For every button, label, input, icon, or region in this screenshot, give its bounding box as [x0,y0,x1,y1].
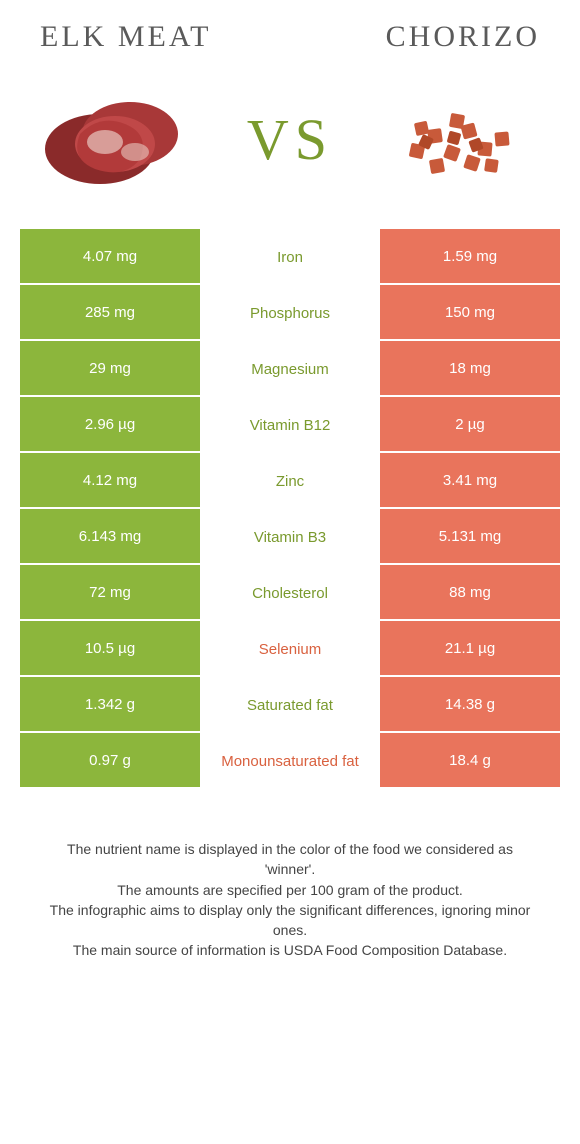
infographic-container: ELK MEAT CHORIZO VS [0,0,580,961]
right-value-cell: 21.1 µg [380,621,560,677]
right-value-cell: 2 µg [380,397,560,453]
left-value-cell: 2.96 µg [20,397,200,453]
left-food-title: ELK MEAT [40,20,211,54]
right-value-cell: 18.4 g [380,733,560,789]
chorizo-icon [370,74,550,204]
footer-line-3: The infographic aims to display only the… [40,900,540,941]
table-row: 4.12 mgZinc3.41 mg [20,453,560,509]
table-row: 29 mgMagnesium18 mg [20,341,560,397]
table-row: 0.97 gMonounsaturated fat18.4 g [20,733,560,789]
chorizo-image [370,74,550,204]
nutrient-label-cell: Vitamin B3 [200,509,380,565]
nutrient-table: 4.07 mgIron1.59 mg285 mgPhosphorus150 mg… [20,229,560,789]
footer-line-4: The main source of information is USDA F… [40,940,540,960]
right-value-cell: 3.41 mg [380,453,560,509]
left-value-cell: 6.143 mg [20,509,200,565]
footer-notes: The nutrient name is displayed in the co… [0,789,580,961]
left-value-cell: 4.07 mg [20,229,200,285]
nutrient-label-cell: Monounsaturated fat [200,733,380,789]
table-row: 285 mgPhosphorus150 mg [20,285,560,341]
table-row: 1.342 gSaturated fat14.38 g [20,677,560,733]
table-row: 72 mgCholesterol88 mg [20,565,560,621]
table-row: 6.143 mgVitamin B35.131 mg [20,509,560,565]
nutrient-label-cell: Zinc [200,453,380,509]
right-food-title: CHORIZO [386,20,540,54]
nutrient-label-cell: Iron [200,229,380,285]
right-value-cell: 88 mg [380,565,560,621]
left-value-cell: 10.5 µg [20,621,200,677]
nutrient-label-cell: Phosphorus [200,285,380,341]
vs-label: VS [247,106,333,173]
left-value-cell: 0.97 g [20,733,200,789]
table-row: 10.5 µgSelenium21.1 µg [20,621,560,677]
right-value-cell: 150 mg [380,285,560,341]
nutrient-label-cell: Selenium [200,621,380,677]
nutrient-label-cell: Vitamin B12 [200,397,380,453]
header-row: ELK MEAT CHORIZO [0,0,580,64]
table-row: 4.07 mgIron1.59 mg [20,229,560,285]
left-value-cell: 4.12 mg [20,453,200,509]
footer-line-2: The amounts are specified per 100 gram o… [40,880,540,900]
nutrient-label-cell: Cholesterol [200,565,380,621]
nutrient-label-cell: Saturated fat [200,677,380,733]
image-row: VS [0,64,580,229]
right-value-cell: 18 mg [380,341,560,397]
table-row: 2.96 µgVitamin B122 µg [20,397,560,453]
left-value-cell: 29 mg [20,341,200,397]
left-value-cell: 1.342 g [20,677,200,733]
elk-meat-icon [30,74,210,204]
left-value-cell: 72 mg [20,565,200,621]
right-value-cell: 1.59 mg [380,229,560,285]
elk-meat-image [30,74,210,204]
right-value-cell: 14.38 g [380,677,560,733]
nutrient-label-cell: Magnesium [200,341,380,397]
right-value-cell: 5.131 mg [380,509,560,565]
left-value-cell: 285 mg [20,285,200,341]
footer-line-1: The nutrient name is displayed in the co… [40,839,540,880]
